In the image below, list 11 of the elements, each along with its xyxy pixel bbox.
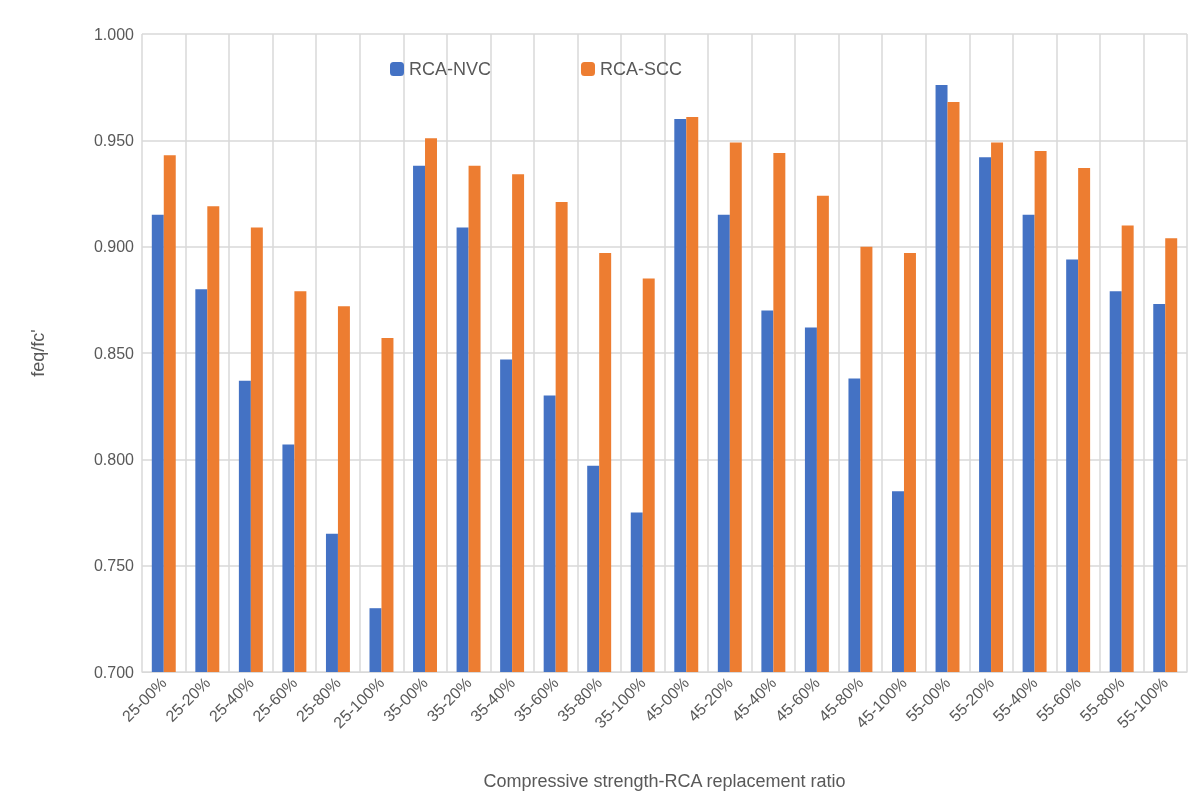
legend-label: RCA-NVC [409, 59, 492, 79]
y-axis-title: feq/fc' [28, 329, 48, 377]
y-tick-label: 1.000 [93, 25, 135, 43]
y-tick-label: 0.850 [93, 344, 135, 362]
y-tick-label: 0.750 [93, 557, 135, 575]
y-tick-label: 0.950 [93, 131, 135, 149]
y-tick-label: 0.700 [93, 663, 135, 681]
legend-label: RCA-SCC [600, 59, 683, 79]
x-axis-title: Compressive strength-RCA replacement ratio [483, 771, 846, 791]
y-tick-label: 0.900 [93, 238, 135, 256]
y-tick-label: 0.800 [93, 450, 135, 468]
